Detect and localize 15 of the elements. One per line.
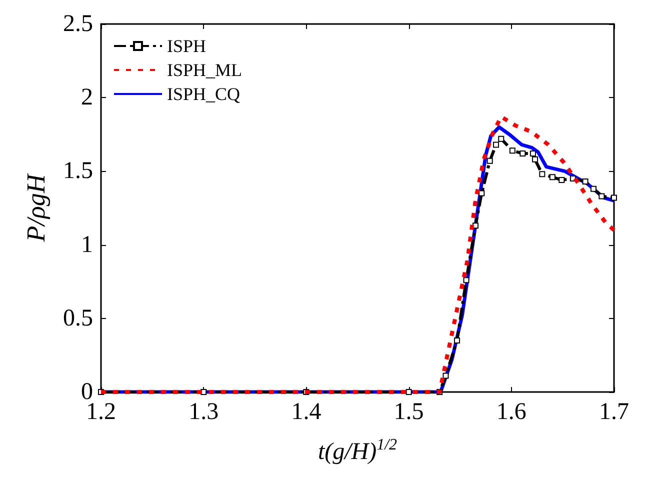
y-tick-label: 1.5 [63, 158, 93, 184]
y-tick-label: 2 [81, 84, 93, 111]
x-tick-label: 1.3 [188, 399, 219, 425]
legend-label: ISPH_CQ [167, 84, 240, 104]
x-tick-label: 1.2 [86, 399, 116, 425]
x-tick-label: 1.7 [599, 399, 629, 425]
y-tick-label: 0.5 [63, 305, 93, 332]
x-tick-label: 1.6 [496, 399, 526, 425]
x-tick-label: 1.5 [394, 399, 424, 425]
x-tick-label: 1.4 [291, 399, 322, 425]
y-axis-title: P/ρgH [22, 173, 50, 243]
y-tick-label: 2.5 [63, 11, 93, 37]
legend-label: ISPH [167, 36, 206, 56]
y-tick-label: 1 [81, 232, 93, 258]
legend-label: ISPH_ML [167, 60, 242, 80]
